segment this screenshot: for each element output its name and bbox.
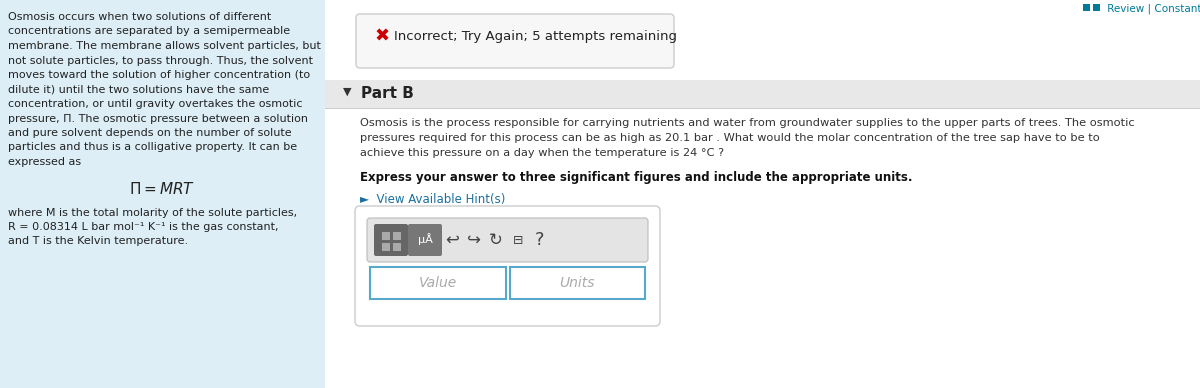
Bar [0, 0, 325, 388]
Text: Value: Value [419, 276, 457, 290]
Text: achieve this pressure on a day when the temperature is 24 °C ?: achieve this pressure on a day when the … [360, 148, 724, 158]
Text: expressed as: expressed as [8, 157, 82, 167]
Text: where M is the total molarity of the solute particles,: where M is the total molarity of the sol… [8, 208, 298, 218]
Bar [325, 0, 1200, 388]
Text: particles and thus is a colligative property. It can be: particles and thus is a colligative prop… [8, 142, 298, 152]
Text: Units: Units [559, 276, 595, 290]
Text: ↪: ↪ [467, 231, 481, 249]
Text: ▼: ▼ [343, 87, 352, 97]
Text: $\Pi = M\mathit{R}\mathit{T}$: $\Pi = M\mathit{R}\mathit{T}$ [130, 182, 196, 197]
Bar [510, 267, 646, 299]
Bar [1084, 4, 1090, 11]
Text: Osmosis is the process responsible for carrying nutrients and water from groundw: Osmosis is the process responsible for c… [360, 118, 1135, 128]
Bar [370, 267, 505, 299]
Text: Express your answer to three significant figures and include the appropriate uni: Express your answer to three significant… [360, 171, 912, 184]
Text: dilute it) until the two solutions have the same: dilute it) until the two solutions have … [8, 85, 269, 95]
Text: ⊟: ⊟ [512, 234, 523, 246]
FancyBboxPatch shape [367, 218, 648, 262]
Text: ↩: ↩ [445, 231, 458, 249]
Text: concentration, or until gravity overtakes the osmotic: concentration, or until gravity overtake… [8, 99, 302, 109]
FancyBboxPatch shape [374, 224, 408, 256]
Bar [394, 243, 401, 251]
Bar [325, 80, 1200, 108]
Text: concentrations are separated by a semipermeable: concentrations are separated by a semipe… [8, 26, 290, 36]
Text: pressure, Π. The osmotic pressure between a solution: pressure, Π. The osmotic pressure betwee… [8, 114, 308, 123]
Text: moves toward the solution of higher concentration (to: moves toward the solution of higher conc… [8, 70, 310, 80]
Text: and T is the Kelvin temperature.: and T is the Kelvin temperature. [8, 237, 188, 246]
Bar [325, 108, 1200, 109]
Text: and pure solvent depends on the number of solute: and pure solvent depends on the number o… [8, 128, 292, 138]
Text: ✖: ✖ [374, 28, 389, 46]
Text: ?: ? [535, 231, 545, 249]
Text: Part B: Part B [361, 86, 414, 101]
Bar [1093, 4, 1100, 11]
FancyBboxPatch shape [355, 206, 660, 326]
Text: membrane. The membrane allows solvent particles, but: membrane. The membrane allows solvent pa… [8, 41, 320, 51]
Text: R = 0.08314 L bar mol⁻¹ K⁻¹ is the gas constant,: R = 0.08314 L bar mol⁻¹ K⁻¹ is the gas c… [8, 222, 278, 232]
FancyBboxPatch shape [408, 224, 442, 256]
Text: not solute particles, to pass through. Thus, the solvent: not solute particles, to pass through. T… [8, 55, 313, 66]
Bar [394, 232, 401, 240]
Bar [382, 243, 390, 251]
Bar [382, 232, 390, 240]
Text: μÅ: μÅ [418, 233, 432, 245]
Text: Review | Constants | Periodic Table: Review | Constants | Periodic Table [1104, 3, 1200, 14]
Text: Incorrect; Try Again; 5 attempts remaining: Incorrect; Try Again; 5 attempts remaini… [394, 30, 677, 43]
Text: ►  View Available Hint(s): ► View Available Hint(s) [360, 193, 505, 206]
Text: ↻: ↻ [490, 231, 503, 249]
FancyBboxPatch shape [356, 14, 674, 68]
Text: pressures required for this process can be as high as 20.1 bar . What would the : pressures required for this process can … [360, 133, 1099, 143]
Text: Osmosis occurs when two solutions of different: Osmosis occurs when two solutions of dif… [8, 12, 271, 22]
